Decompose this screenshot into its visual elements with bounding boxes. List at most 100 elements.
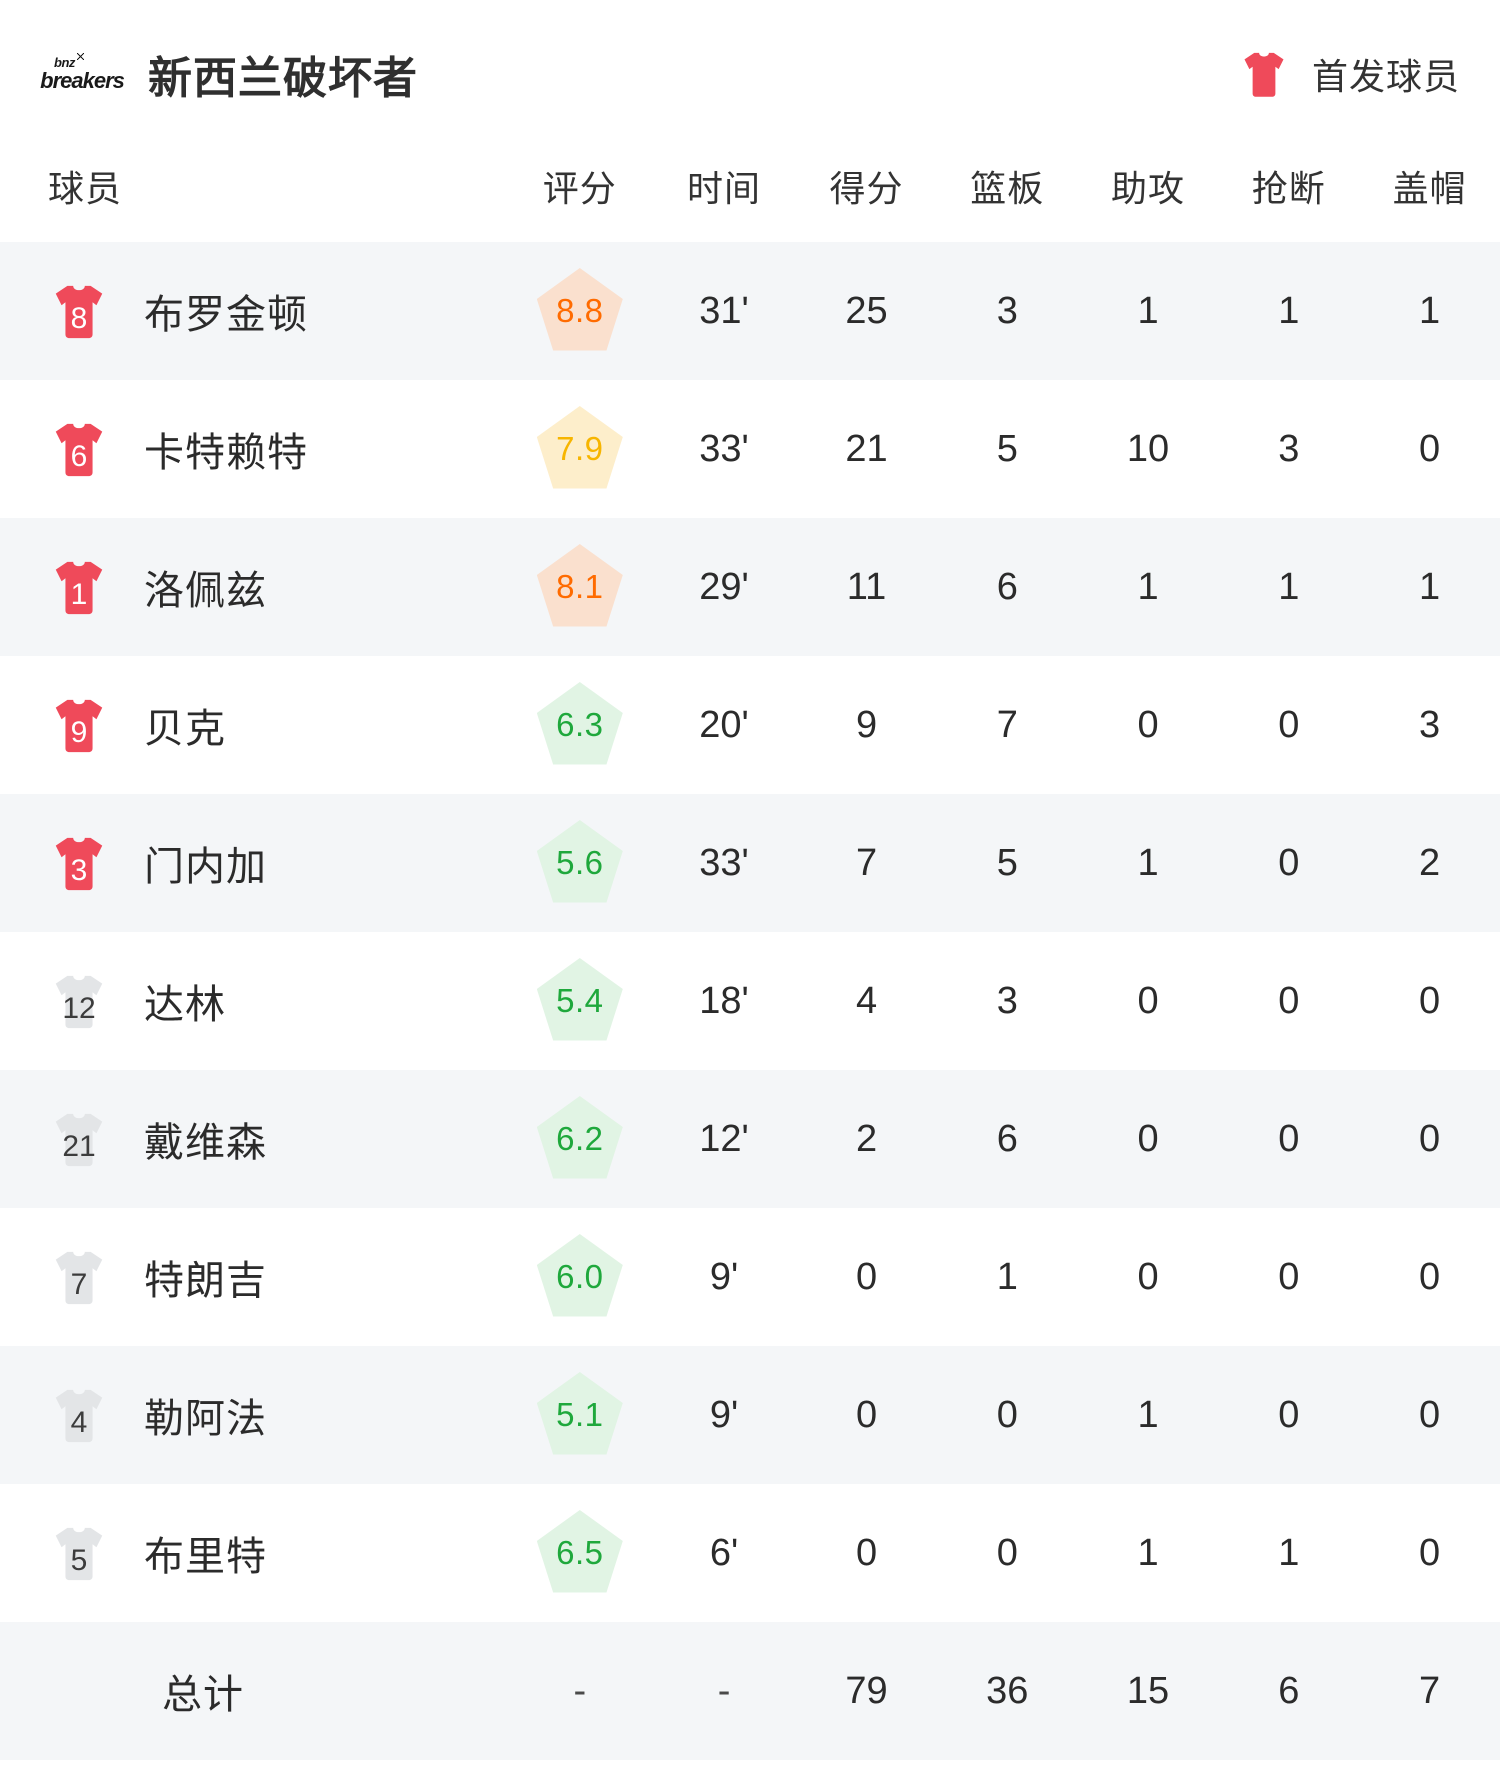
column-header-points[interactable]: 得分 (829, 168, 904, 209)
steals-cell: 3 (1218, 380, 1359, 518)
steals-cell: 1 (1218, 1484, 1359, 1622)
steals-cell: 0 (1218, 1070, 1359, 1208)
player-cell[interactable]: 9 贝克 (0, 656, 508, 794)
time-cell: 33' (652, 794, 796, 932)
jersey-icon: 1 (48, 556, 110, 618)
steals-cell: 0 (1218, 656, 1359, 794)
legend-label: 首发球员 (1311, 56, 1460, 97)
player-name: 卡特赖特 (144, 431, 308, 475)
jersey-number: 4 (70, 1405, 88, 1439)
time-cell: 29' (652, 518, 796, 656)
table-row[interactable]: 4 勒阿法 5.1 9' 0 0 1 0 0 (0, 1346, 1500, 1484)
rebounds-cell: 6 (937, 1070, 1078, 1208)
rebounds-cell: 3 (937, 932, 1078, 1070)
player-name: 贝克 (144, 707, 226, 751)
points-cell: 9 (796, 656, 937, 794)
time-cell: 6' (652, 1484, 796, 1622)
rating-cell: 8.1 (508, 518, 652, 656)
time-value: 9' (709, 1255, 739, 1298)
steals-cell: 0 (1218, 1208, 1359, 1346)
player-cell[interactable]: 5 布里特 (0, 1484, 508, 1622)
table-row[interactable]: 7 特朗吉 6.0 9' 0 1 0 0 0 (0, 1208, 1500, 1346)
points-cell: 25 (796, 242, 937, 380)
player-cell[interactable]: 8 布罗金顿 (0, 242, 508, 380)
column-header-time[interactable]: 时间 (687, 168, 762, 209)
time-value: 12' (699, 1117, 749, 1160)
rating-value: 6.0 (556, 1258, 604, 1295)
player-cell[interactable]: 21 戴维森 (0, 1070, 508, 1208)
rating-value: 8.1 (556, 568, 604, 605)
time-value: 20' (699, 703, 749, 746)
time-value: 29' (699, 565, 749, 608)
column-header-blocks[interactable]: 盖帽 (1392, 168, 1467, 209)
jersey-number: 1 (70, 577, 88, 611)
rebounds-cell: 0 (937, 1484, 1078, 1622)
team-logo-icon: bnz breakers (40, 43, 125, 105)
player-name: 洛佩兹 (144, 569, 267, 613)
points-cell: 0 (796, 1346, 937, 1484)
rating-value: 6.3 (556, 706, 604, 743)
column-header-player[interactable]: 球员 (48, 168, 123, 209)
totals-row: 总计 - - 79 36 15 6 7 (0, 1622, 1500, 1760)
table-row[interactable]: 12 达林 5.4 18' 4 3 0 0 0 (0, 932, 1500, 1070)
blocks-cell: 0 (1359, 380, 1500, 518)
player-cell[interactable]: 3 门内加 (0, 794, 508, 932)
table-body: 8 布罗金顿 8.8 31' 25 3 1 1 1 6 卡特赖特 7.9 33' 21 5 10 3 0 1 洛佩兹 8… (0, 242, 1500, 1760)
table-row[interactable]: 9 贝克 6.3 20' 9 7 0 0 3 (0, 656, 1500, 794)
column-header-rating[interactable]: 评分 (542, 168, 617, 209)
steals-cell: 0 (1218, 794, 1359, 932)
assists-value: 0 (1137, 1117, 1159, 1160)
rating-badge: 6.0 (536, 1234, 623, 1320)
rating-cell: 5.6 (508, 794, 652, 932)
steals-value: 0 (1278, 1393, 1300, 1436)
column-header-rebounds[interactable]: 篮板 (970, 168, 1045, 209)
table-row[interactable]: 1 洛佩兹 8.1 29' 11 6 1 1 1 (0, 518, 1500, 656)
player-cell[interactable]: 12 达林 (0, 932, 508, 1070)
assists-value: 1 (1137, 1531, 1159, 1574)
blocks-value: 1 (1419, 565, 1441, 608)
table-header: 球员 评分 时间 得分 篮板 助攻 抢断 盖帽 (0, 148, 1500, 242)
rebounds-value: 7 (996, 703, 1018, 746)
rating-value: 5.4 (556, 982, 604, 1019)
rating-value: 7.9 (556, 430, 604, 467)
player-name: 戴维森 (144, 1121, 267, 1165)
table-row[interactable]: 6 卡特赖特 7.9 33' 21 5 10 3 0 (0, 380, 1500, 518)
column-header-assists[interactable]: 助攻 (1111, 168, 1186, 209)
rating-value: 6.2 (556, 1120, 604, 1157)
column-header-steals[interactable]: 抢断 (1251, 168, 1326, 209)
steals-value: 3 (1278, 427, 1300, 470)
table-row[interactable]: 21 戴维森 6.2 12' 2 6 0 0 0 (0, 1070, 1500, 1208)
points-value: 25 (845, 289, 888, 332)
rating-cell: 7.9 (508, 380, 652, 518)
rating-badge: 6.3 (536, 682, 623, 768)
team-block[interactable]: bnz breakers 新西兰破坏者 (40, 42, 418, 106)
assists-value: 10 (1126, 427, 1170, 470)
rebounds-cell: 5 (937, 794, 1078, 932)
player-cell[interactable]: 7 特朗吉 (0, 1208, 508, 1346)
rebounds-value: 3 (996, 289, 1018, 332)
player-cell[interactable]: 6 卡特赖特 (0, 380, 508, 518)
player-cell[interactable]: 4 勒阿法 (0, 1346, 508, 1484)
steals-value: 0 (1278, 703, 1300, 746)
assists-cell: 0 (1078, 1208, 1219, 1346)
table-row[interactable]: 5 布里特 6.5 6' 0 0 1 1 0 (0, 1484, 1500, 1622)
time-cell: 33' (652, 380, 796, 518)
totals-blocks-cell: 7 (1359, 1622, 1500, 1760)
jersey-icon: 3 (48, 832, 110, 894)
player-name: 勒阿法 (144, 1397, 267, 1441)
points-value: 0 (855, 1255, 878, 1298)
table-row[interactable]: 8 布罗金顿 8.8 31' 25 3 1 1 1 (0, 242, 1500, 380)
table-row[interactable]: 3 门内加 5.6 33' 7 5 1 0 2 (0, 794, 1500, 932)
blocks-cell: 2 (1359, 794, 1500, 932)
totals-rating: - (573, 1669, 587, 1712)
jersey-icon: 8 (48, 280, 110, 342)
jersey-icon: 21 (48, 1108, 110, 1170)
player-cell[interactable]: 1 洛佩兹 (0, 518, 508, 656)
player-name: 特朗吉 (144, 1259, 267, 1303)
jersey-icon: 5 (48, 1522, 110, 1584)
player-name: 布罗金顿 (144, 293, 308, 337)
rating-badge: 7.9 (536, 406, 623, 492)
points-cell: 2 (796, 1070, 937, 1208)
blocks-cell: 1 (1359, 242, 1500, 380)
jersey-icon: 9 (48, 694, 110, 756)
